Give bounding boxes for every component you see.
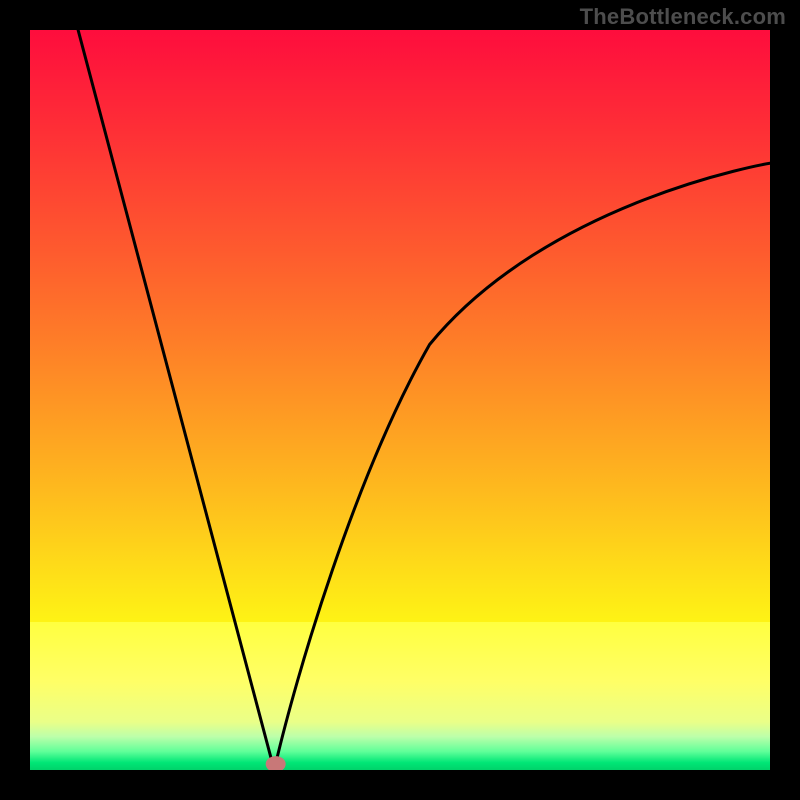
chart-container: TheBottleneck.com (0, 0, 800, 800)
gradient-background (30, 30, 770, 770)
plot-area (30, 30, 770, 770)
watermark-text: TheBottleneck.com (580, 4, 786, 30)
